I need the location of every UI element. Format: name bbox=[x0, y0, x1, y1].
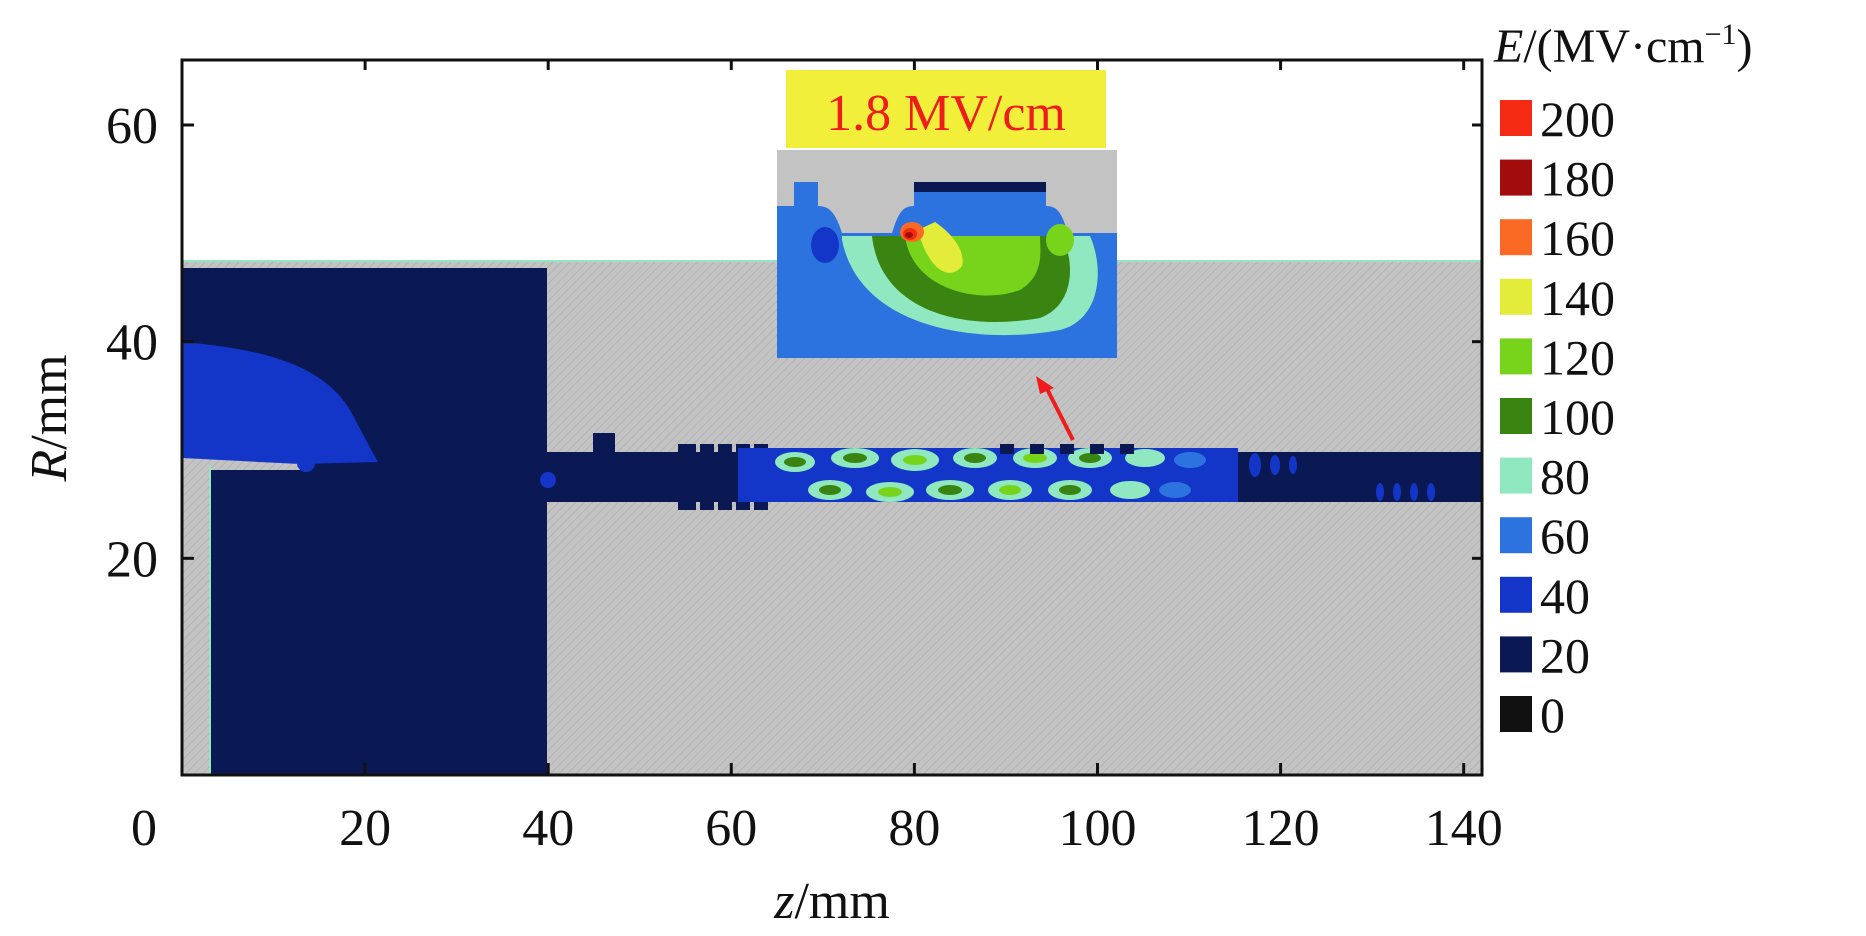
y-tick-label: 60 bbox=[106, 98, 158, 155]
annotation-arrow bbox=[1043, 384, 1075, 441]
x-tick-label: 20 bbox=[339, 800, 391, 857]
inner-conductor bbox=[182, 465, 210, 775]
colorbar-label: 120 bbox=[1540, 329, 1615, 385]
y-axis-var: R bbox=[21, 450, 78, 483]
colorbar-swatch bbox=[1500, 696, 1532, 732]
colorbar-swatch bbox=[1500, 278, 1532, 315]
field-region-40 bbox=[182, 342, 378, 464]
colorbar-label: 40 bbox=[1540, 568, 1590, 624]
input-cavity bbox=[182, 268, 547, 775]
colorbar-title-unit: /(MV·cm bbox=[1523, 20, 1704, 73]
inset-region-140 bbox=[918, 222, 963, 273]
x-axis: 0 20 40 60 80 100 120 140 bbox=[131, 60, 1503, 857]
x-tick-label: 100 bbox=[1058, 800, 1136, 857]
colorbar-title-exp: −1 bbox=[1705, 18, 1737, 51]
x-tick-label: 140 bbox=[1425, 800, 1503, 857]
inset-hotspot-180 bbox=[905, 232, 913, 238]
y-axis-unit: /mm bbox=[21, 354, 78, 449]
field-spot bbox=[297, 454, 315, 472]
colorbar-swatch bbox=[1500, 398, 1532, 434]
colorbar-label: 200 bbox=[1540, 91, 1615, 147]
x-axis-title: z/mm bbox=[773, 873, 890, 930]
colorbar-swatch bbox=[1500, 100, 1532, 136]
gap-cavity-1 bbox=[593, 433, 615, 489]
colorbar-swatch bbox=[1500, 576, 1532, 613]
x-tick-label: 120 bbox=[1242, 800, 1320, 857]
colorbar-swatch bbox=[1500, 457, 1532, 494]
inset-dark-strip bbox=[914, 182, 1046, 192]
colorbar-swatch bbox=[1500, 159, 1532, 196]
output-ripples bbox=[1249, 453, 1435, 501]
colorbar-swatch bbox=[1500, 338, 1532, 375]
colorbar-label: 140 bbox=[1540, 270, 1615, 326]
colorbar-label: 160 bbox=[1540, 210, 1615, 266]
y-axis-title: R/mm bbox=[21, 354, 78, 482]
colorbar-title: E/(MV·cm−1) bbox=[1493, 18, 1753, 73]
plot-frame bbox=[180, 58, 1484, 777]
colorbar-label: 100 bbox=[1540, 389, 1615, 445]
channel-edge-spot bbox=[540, 472, 556, 488]
annotation-box bbox=[786, 70, 1106, 148]
inset-left-spot bbox=[811, 227, 839, 263]
x-tick-label: 60 bbox=[705, 800, 757, 857]
inset-right-spot bbox=[1046, 224, 1074, 256]
field-pattern bbox=[775, 448, 1206, 502]
colorbar-swatch bbox=[1500, 517, 1532, 554]
annotation-arrowhead bbox=[1036, 376, 1054, 394]
colorbar-label: 0 bbox=[1540, 687, 1565, 743]
colorbar-swatch bbox=[1500, 219, 1532, 256]
colorbar-label: 20 bbox=[1540, 627, 1590, 683]
channel-cavities bbox=[1000, 444, 1134, 454]
y-tick-label: 40 bbox=[106, 315, 158, 372]
inset-metal bbox=[777, 150, 1117, 233]
x-axis-unit: /mm bbox=[794, 873, 889, 930]
colorbar-title-var: E bbox=[1493, 20, 1523, 73]
colorbar-title-close: ) bbox=[1737, 20, 1753, 73]
x-tick-label: 80 bbox=[888, 800, 940, 857]
inset-base bbox=[777, 352, 1117, 358]
x-tick-label: 40 bbox=[522, 800, 574, 857]
colorbar-label: 60 bbox=[1540, 508, 1590, 564]
x-tick-label: 0 bbox=[131, 800, 157, 857]
colorbar-swatch bbox=[1500, 636, 1532, 673]
inset-zoom bbox=[777, 150, 1117, 358]
x-axis-var: z bbox=[773, 873, 794, 930]
colorbar-label: 80 bbox=[1540, 449, 1590, 505]
y-axis: 20 40 60 bbox=[106, 98, 1482, 588]
colorbar-label: 180 bbox=[1540, 151, 1615, 207]
y-tick-label: 20 bbox=[106, 531, 158, 588]
annotation-text: 1.8 MV/cm bbox=[826, 85, 1066, 142]
